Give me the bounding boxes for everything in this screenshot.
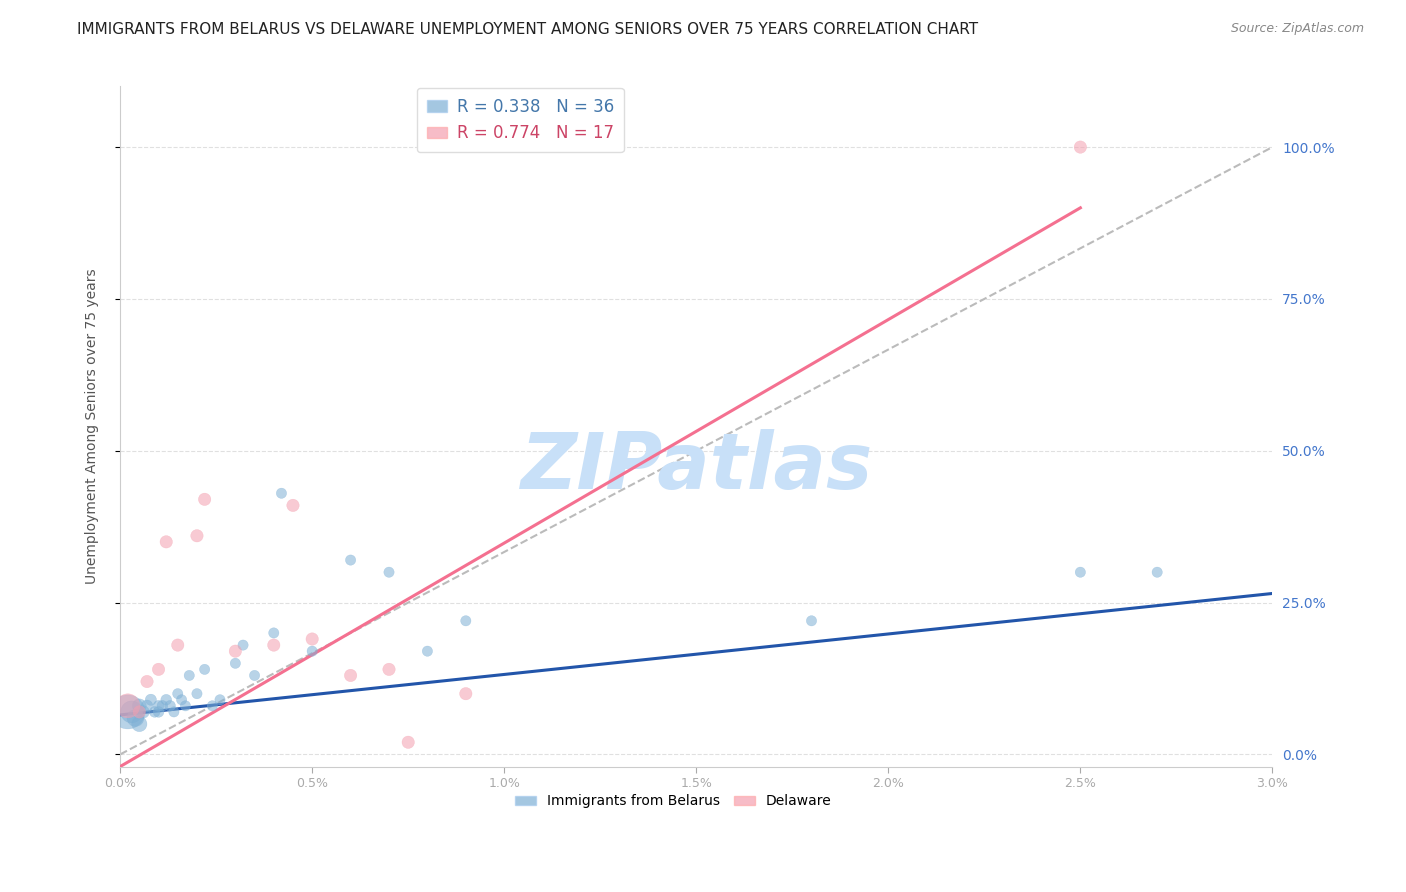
Point <box>378 565 401 579</box>
Point <box>139 692 162 706</box>
Point <box>194 662 217 676</box>
Text: Source: ZipAtlas.com: Source: ZipAtlas.com <box>1230 22 1364 36</box>
Point <box>281 499 304 513</box>
Point <box>128 717 150 731</box>
Point <box>378 662 401 676</box>
Point <box>263 638 285 652</box>
Point <box>339 668 361 682</box>
Point <box>136 698 159 713</box>
Text: ZIPatlas: ZIPatlas <box>520 429 872 505</box>
Point <box>1146 565 1168 579</box>
Point <box>163 705 186 719</box>
Point <box>194 492 217 507</box>
Y-axis label: Unemployment Among Seniors over 75 years: Unemployment Among Seniors over 75 years <box>86 268 100 584</box>
Point <box>150 698 173 713</box>
Point <box>117 705 139 719</box>
Point <box>166 687 188 701</box>
Point <box>132 705 155 719</box>
Point <box>1069 140 1091 154</box>
Point <box>148 662 170 676</box>
Point <box>396 735 419 749</box>
Point <box>148 705 170 719</box>
Point <box>454 614 477 628</box>
Point <box>128 705 150 719</box>
Point <box>124 711 146 725</box>
Point <box>1069 565 1091 579</box>
Point <box>232 638 254 652</box>
Point <box>174 698 197 713</box>
Point <box>186 529 208 543</box>
Point <box>155 534 177 549</box>
Point <box>800 614 823 628</box>
Point <box>159 698 181 713</box>
Point <box>170 692 193 706</box>
Text: IMMIGRANTS FROM BELARUS VS DELAWARE UNEMPLOYMENT AMONG SENIORS OVER 75 YEARS COR: IMMIGRANTS FROM BELARUS VS DELAWARE UNEM… <box>77 22 979 37</box>
Point <box>243 668 266 682</box>
Point <box>208 692 231 706</box>
Point <box>166 638 188 652</box>
Point <box>155 692 177 706</box>
Point <box>301 644 323 658</box>
Point <box>301 632 323 646</box>
Point <box>148 698 170 713</box>
Point <box>224 657 246 671</box>
Point <box>339 553 361 567</box>
Point <box>117 698 139 713</box>
Point <box>263 626 285 640</box>
Point <box>454 687 477 701</box>
Point <box>179 668 201 682</box>
Point <box>416 644 439 658</box>
Point <box>270 486 292 500</box>
Point <box>224 644 246 658</box>
Point <box>143 705 166 719</box>
Legend: Immigrants from Belarus, Delaware: Immigrants from Belarus, Delaware <box>509 789 837 814</box>
Point <box>121 705 143 719</box>
Point <box>136 674 159 689</box>
Point <box>201 698 224 713</box>
Point <box>128 698 150 713</box>
Point <box>186 687 208 701</box>
